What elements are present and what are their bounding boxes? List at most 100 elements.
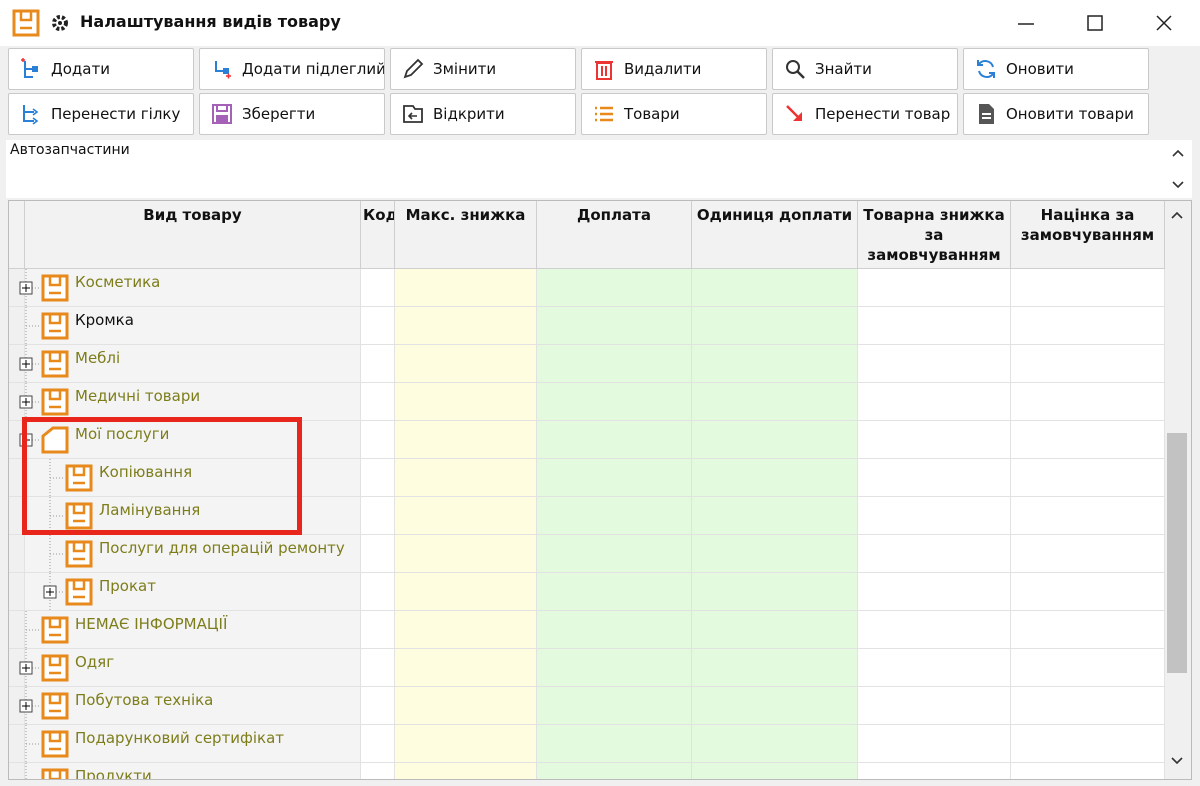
tree-row[interactable]: Ламінування	[9, 497, 1165, 535]
column-header[interactable]: Макс. знижка	[395, 201, 537, 269]
tree-label[interactable]: Копіювання	[99, 463, 193, 481]
row-indicator	[9, 611, 25, 649]
tree-label[interactable]: Подарунковий сертифікат	[75, 729, 285, 747]
button-icon	[21, 58, 38, 78]
tree-node-icon[interactable]	[13, 307, 73, 345]
tree-node-icon[interactable]	[37, 497, 97, 535]
column-header[interactable]: Доплата	[537, 201, 692, 269]
tree-label[interactable]: Мої послуги	[75, 425, 170, 443]
highlight-box	[22, 417, 302, 535]
grid-cell	[1011, 687, 1165, 725]
grid-cell	[858, 763, 1011, 779]
grid-cell	[1011, 421, 1165, 459]
tree-row[interactable]: Кромка	[9, 307, 1165, 345]
grid-cell	[361, 307, 395, 345]
column-header[interactable]: Націнка за замовчуванням	[1011, 201, 1165, 269]
column-header[interactable]: Одиниця доплати	[692, 201, 858, 269]
grid-cell	[361, 497, 395, 535]
window-controls[interactable]	[1010, 10, 1190, 36]
tree-node-icon[interactable]	[37, 535, 97, 573]
scrollbar[interactable]	[1163, 201, 1191, 779]
tree-node-icon[interactable]	[13, 763, 73, 780]
toolbar-button[interactable]: Перенести товар	[772, 93, 958, 135]
grid-cell	[858, 687, 1011, 725]
tree-label[interactable]: НЕМАЄ ІНФОРМАЦІЇ	[75, 615, 228, 633]
tree-row[interactable]: Копіювання	[9, 459, 1165, 497]
grid-cell	[1011, 649, 1165, 687]
tree-row[interactable]: Косметика	[9, 269, 1165, 307]
tree-label[interactable]: Одяг	[75, 653, 115, 671]
toolbar-button[interactable]: Оновити товари	[963, 93, 1149, 135]
tree-label[interactable]: Кромка	[75, 311, 134, 329]
column-header[interactable]: Товарна знижка за замовчуванням	[858, 201, 1011, 269]
column-header[interactable]: Вид товару	[25, 201, 361, 269]
toolbar-button[interactable]: Відкрити	[390, 93, 576, 135]
toolbar-button[interactable]: Товари	[581, 93, 767, 135]
scroll-up[interactable]	[1169, 207, 1185, 223]
tree-node-icon[interactable]	[13, 649, 73, 687]
grid-cell	[692, 687, 858, 725]
tree-node-icon[interactable]	[13, 345, 73, 383]
tree-cell	[25, 687, 361, 725]
tree-node-icon[interactable]	[13, 269, 73, 307]
grid-cell	[361, 535, 395, 573]
grid-cell	[395, 611, 537, 649]
grid-cell	[537, 649, 692, 687]
tree-label[interactable]: Продукти	[75, 767, 152, 780]
tree-node-icon[interactable]	[13, 383, 73, 421]
tree-row[interactable]: Побутова техніка	[9, 687, 1165, 725]
tree-node-icon[interactable]	[37, 459, 97, 497]
tree-row[interactable]: Продукти	[9, 763, 1165, 780]
toolbar-button[interactable]: Зберегти	[199, 93, 385, 135]
button-label: Відкрити	[433, 105, 505, 123]
tree-row[interactable]: Подарунковий сертифікат	[9, 725, 1165, 763]
tree-label[interactable]: Меблі	[75, 349, 121, 367]
tree-label[interactable]: Послуги для операцій ремонту	[99, 539, 345, 557]
toolbar-button[interactable]: Видалити	[581, 48, 767, 90]
tree-node-icon[interactable]	[13, 687, 73, 725]
path-scroll[interactable]	[1170, 144, 1186, 194]
grid-cell	[692, 459, 858, 497]
grid-cell	[858, 649, 1011, 687]
tree-label[interactable]: Прокат	[99, 577, 156, 595]
scroll-thumb[interactable]	[1167, 433, 1187, 673]
tree-cell	[25, 383, 361, 421]
grid-cell	[692, 573, 858, 611]
grid-cell	[537, 421, 692, 459]
grid-cell	[395, 573, 537, 611]
button-icon	[595, 106, 613, 122]
grid-cell	[537, 611, 692, 649]
tree-row[interactable]: Медичні товари	[9, 383, 1165, 421]
column-header[interactable]: Код	[361, 201, 395, 269]
tree-row[interactable]: Прокат	[9, 573, 1165, 611]
window-title: Налаштування видів товару	[80, 12, 341, 31]
tree-row[interactable]: Мої послуги	[9, 421, 1165, 459]
tree-row[interactable]: Одяг	[9, 649, 1165, 687]
toolbar-button[interactable]: Додати	[8, 48, 194, 90]
tree-node-icon[interactable]	[37, 573, 97, 611]
toolbar-button[interactable]: Змінити	[390, 48, 576, 90]
toolbar-button[interactable]: Перенести гілку	[8, 93, 194, 135]
button-label: Зберегти	[242, 105, 316, 123]
tree-label[interactable]: Ламінування	[99, 501, 201, 519]
tree-node-icon[interactable]	[13, 611, 73, 649]
tree-label[interactable]: Медичні товари	[75, 387, 201, 405]
tree-cell	[25, 269, 361, 307]
toolbar-button[interactable]: Знайти	[772, 48, 958, 90]
toolbar-button[interactable]: Оновити	[963, 48, 1149, 90]
grid-cell	[361, 345, 395, 383]
toolbar-button[interactable]: Додати підлеглий	[199, 48, 385, 90]
tree-label[interactable]: Косметика	[75, 273, 161, 291]
row-indicator	[9, 307, 25, 345]
scroll-down[interactable]	[1169, 753, 1185, 769]
tree-label[interactable]: Побутова техніка	[75, 691, 214, 709]
tree-row[interactable]: Послуги для операцій ремонту	[9, 535, 1165, 573]
tree-node-icon[interactable]	[13, 725, 73, 763]
grid-cell	[1011, 535, 1165, 573]
path-panel: Автозапчастини	[6, 140, 1192, 198]
button-icon	[979, 104, 994, 124]
grid-cell	[1011, 383, 1165, 421]
tree-row[interactable]: Меблі	[9, 345, 1165, 383]
tree-row[interactable]: НЕМАЄ ІНФОРМАЦІЇ	[9, 611, 1165, 649]
